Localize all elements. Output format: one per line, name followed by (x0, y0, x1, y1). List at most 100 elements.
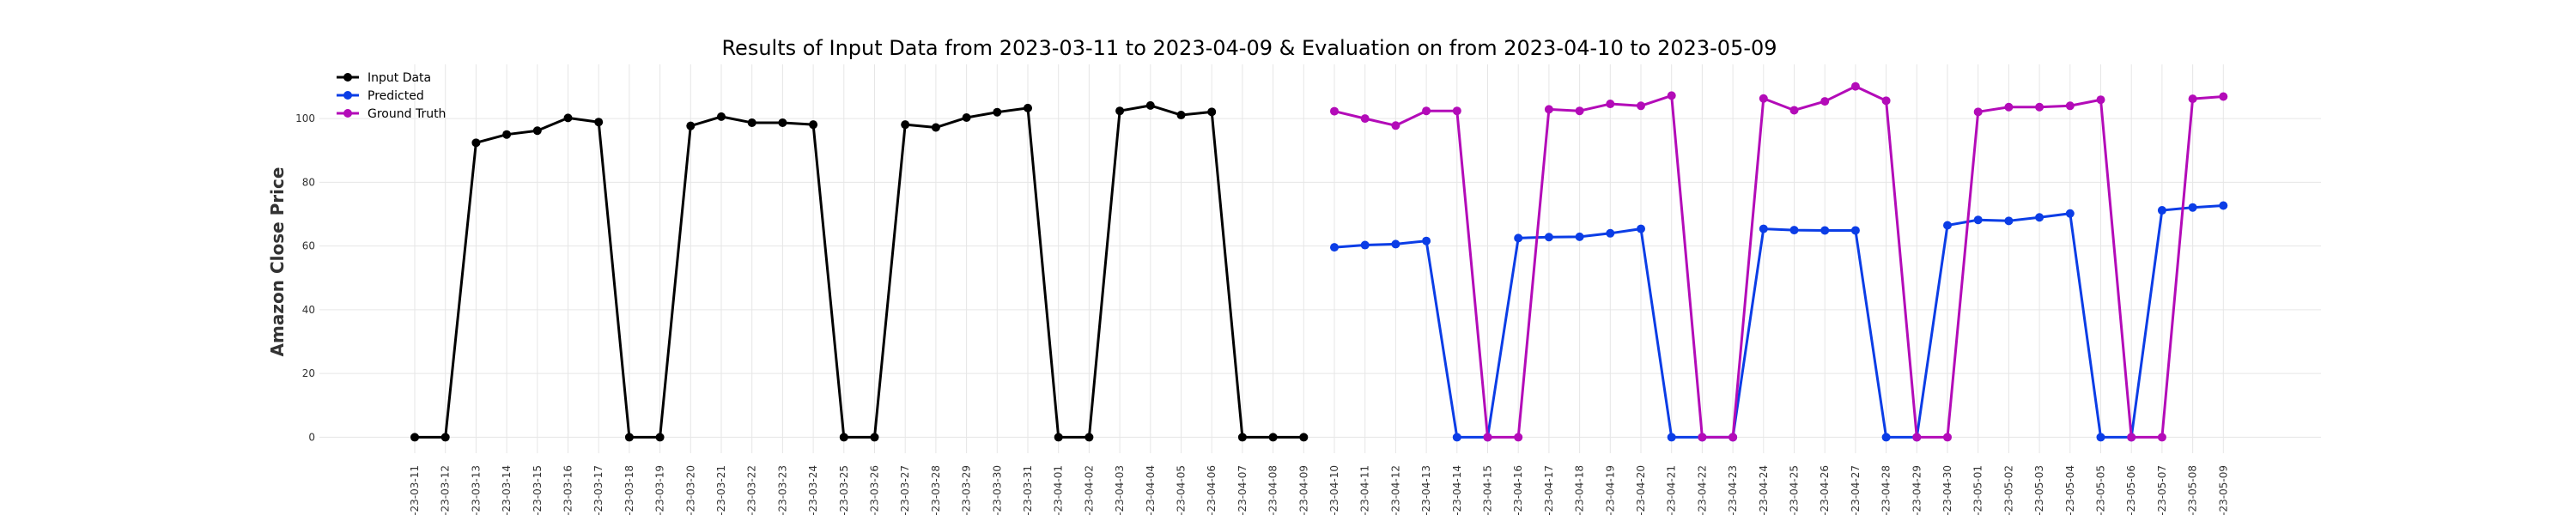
data-point (1391, 121, 1400, 130)
data-point (1759, 224, 1768, 233)
x-tick-label: -23-04-04 (1145, 465, 1157, 515)
x-tick-label: -23-05-03 (2033, 465, 2045, 515)
x-tick-label: -23-03-21 (715, 465, 727, 515)
x-tick-label: -23-04-09 (1297, 465, 1309, 515)
data-point (901, 120, 910, 130)
data-point (1606, 228, 1615, 238)
x-tick-label: -23-03-29 (961, 465, 973, 515)
data-point (471, 138, 481, 148)
legend-item: Predicted (337, 89, 424, 103)
data-point (2065, 101, 2075, 111)
data-point (2188, 94, 2197, 104)
data-point (839, 433, 848, 442)
x-tick-label: -23-03-26 (869, 465, 881, 515)
data-point (809, 120, 818, 130)
x-tick-label: -23-04-12 (1389, 465, 1401, 515)
y-tick-label: 80 (302, 176, 315, 188)
series-line (415, 104, 1304, 439)
x-tick-label: -23-03-30 (991, 465, 1003, 515)
x-tick-label: -23-03-11 (409, 465, 421, 515)
data-point (1820, 226, 1830, 235)
y-axis-ticks: 0 20 40 60 80 100 (295, 112, 315, 443)
legend-swatch-marker (343, 109, 352, 118)
data-point (1054, 433, 1063, 442)
x-tick-label: -23-04-28 (1880, 465, 1893, 515)
series-line (1334, 85, 2224, 439)
data-point (655, 433, 665, 442)
data-point (1759, 94, 1768, 103)
x-tick-label: -23-04-25 (1789, 465, 1801, 515)
x-tick-label: -23-03-12 (440, 465, 452, 515)
series-input-data (410, 100, 1309, 442)
x-tick-label: -23-04-30 (1941, 465, 1953, 515)
x-tick-label: -23-04-20 (1635, 465, 1647, 515)
data-point (778, 118, 787, 127)
x-tick-label: -23-04-08 (1267, 465, 1279, 515)
data-point (1698, 433, 1707, 442)
data-point (2127, 433, 2136, 442)
y-tick-label: 0 (308, 431, 315, 443)
data-point (1667, 433, 1676, 442)
data-point (1024, 103, 1032, 112)
data-point (1820, 97, 1830, 106)
data-point (1881, 433, 1891, 442)
data-point (1452, 433, 1461, 442)
series-line (1334, 203, 2224, 439)
x-tick-label: -23-03-25 (838, 465, 850, 515)
legend-label: Input Data (368, 71, 431, 85)
x-tick-label: -23-04-22 (1696, 465, 1708, 515)
legend-label: Predicted (368, 89, 424, 103)
data-point (2157, 433, 2166, 442)
data-point (1728, 433, 1738, 442)
x-tick-label: -23-04-19 (1604, 465, 1616, 515)
x-tick-label: -23-04-07 (1236, 465, 1249, 515)
x-tick-label: -23-04-18 (1574, 465, 1586, 515)
x-tick-label: -23-03-27 (899, 465, 911, 515)
series-predicted (1330, 201, 2228, 442)
legend: Input Data Predicted Ground Truth (337, 71, 446, 121)
x-tick-label: -23-04-16 (1512, 465, 1524, 515)
y-tick-label: 40 (302, 304, 315, 316)
x-tick-label: -23-04-15 (1482, 465, 1494, 515)
data-point (1575, 106, 1584, 116)
data-point (1268, 433, 1278, 442)
data-point (1789, 106, 1799, 115)
y-tick-label: 60 (302, 240, 315, 252)
data-point (2188, 203, 2197, 212)
x-tick-label: -23-05-09 (2217, 465, 2229, 515)
x-tick-label: -23-04-14 (1451, 465, 1463, 515)
data-point (2035, 102, 2044, 112)
data-point (1667, 91, 1676, 100)
x-tick-label: -23-03-20 (684, 465, 696, 515)
data-point (2157, 206, 2166, 215)
data-point (1575, 232, 1584, 241)
x-tick-label: -23-05-08 (2187, 465, 2199, 515)
data-point (686, 121, 696, 130)
data-point (1176, 111, 1186, 120)
grid (319, 64, 2321, 453)
data-point (1881, 96, 1891, 106)
data-point (1330, 243, 1339, 252)
series (410, 82, 2228, 442)
data-point (594, 118, 604, 127)
data-point (1422, 106, 1431, 116)
series-ground-truth (1330, 82, 2228, 442)
y-tick-label: 100 (295, 112, 315, 124)
x-tick-label: -23-05-05 (2095, 465, 2107, 515)
x-tick-label: -23-03-17 (592, 465, 605, 515)
data-point (1483, 433, 1492, 442)
x-tick-label: -23-04-26 (1819, 465, 1831, 515)
data-point (2065, 209, 2075, 218)
data-point (2219, 92, 2228, 101)
legend-item: Input Data (337, 71, 431, 85)
y-tick-label: 20 (302, 367, 315, 379)
data-point (1637, 224, 1645, 233)
x-tick-label: -23-05-04 (2064, 465, 2076, 515)
data-point (2035, 213, 2044, 222)
x-tick-label: -23-04-24 (1758, 465, 1770, 515)
x-tick-label: -23-05-01 (1972, 465, 1984, 515)
data-point (1299, 433, 1309, 442)
legend-swatch-marker (343, 91, 352, 100)
x-tick-label: -23-05-02 (2002, 465, 2014, 515)
